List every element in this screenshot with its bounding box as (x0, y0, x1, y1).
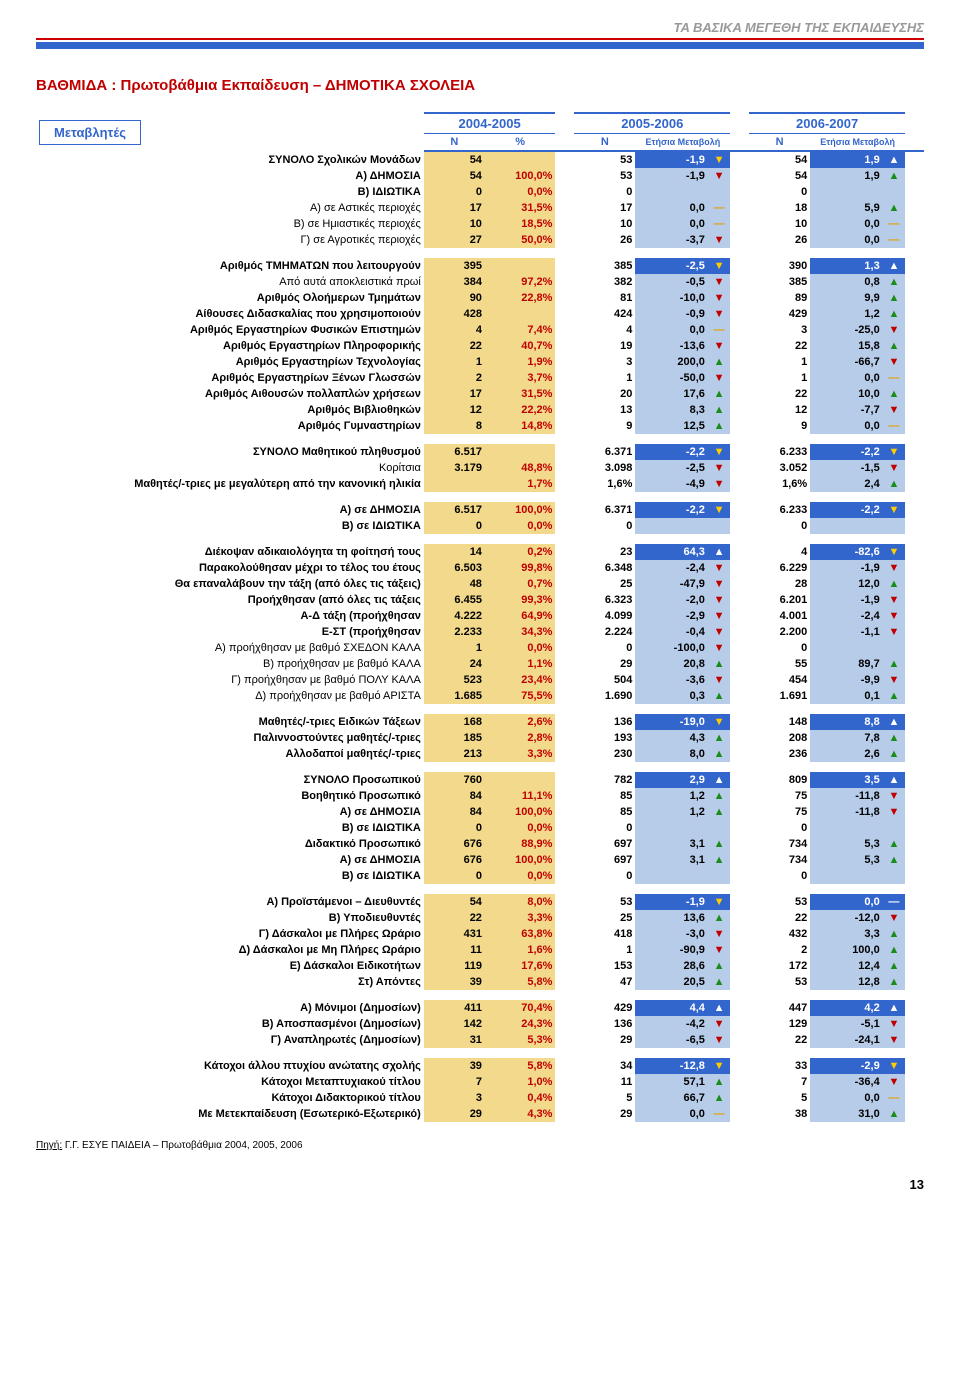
table-row: ΣΥΝΟΛΟ Μαθητικού πληθυσμού6.5176.371-2,2… (36, 444, 924, 460)
table-row: Με Μετεκπαίδευση (Εσωτερικό-Εξωτερικό)29… (36, 1106, 924, 1122)
table-row: Γ) Αναπληρωτές (Δημοσίων)315,3%29-6,522-… (36, 1032, 924, 1048)
table-row: Α) ΔΗΜΟΣΙΑ54100,0%53-1,9541,9 (36, 168, 924, 184)
table-row: Δ) προήχθησαν με βαθμό ΑΡΙΣΤΑ1.68575,5%1… (36, 688, 924, 704)
page-title: ΒΑΘΜΙΔΑ : Πρωτοβάθμια Εκπαίδευση – ΔΗΜΟΤ… (36, 77, 475, 94)
period-2: 2005-2006 (574, 112, 730, 134)
table-row: Β) σε ΙΔΙΩΤΙΚΑ00,0%00 (36, 868, 924, 884)
col-pct: % (485, 134, 556, 152)
table-row: Γ) προήχθησαν με βαθμό ΠΟΛΥ ΚΑΛΑ52323,4%… (36, 672, 924, 688)
table-row: Β) σε ΙΔΙΩΤΙΚΑ00,0%00 (36, 518, 924, 534)
table-row: Ε-ΣΤ (προήχθησαν2.23334,3%2.224-0,42.200… (36, 624, 924, 640)
table-row: ΣΥΝΟΛΟ Σχολικών Μονάδων5453-1,9541,9 (36, 152, 924, 168)
col-delta-2: Ετήσια Μεταβολή (635, 134, 730, 152)
table-row: Γ) Δάσκαλοι με Πλήρες Ωράριο43163,8%418-… (36, 926, 924, 942)
table-row: Αριθμός Εργαστηρίων Πληροφορικής2240,7%1… (36, 338, 924, 354)
table-row: Αλλοδαποί μαθητές/-τριες2133,3%2308,0236… (36, 746, 924, 762)
blue-bar (36, 42, 924, 49)
table-row: Β) σε Ημιαστικές περιοχές1018,5%100,0100… (36, 216, 924, 232)
table-row: Διέκοψαν αδικαιολόγητα τη φοίτησή τους14… (36, 544, 924, 560)
table-row: Κορίτσια3.17948,8%3.098-2,53.052-1,5 (36, 460, 924, 476)
table-row: Α) σε Αστικές περιοχές1731,5%170,0185,9 (36, 200, 924, 216)
table-row: Β) Αποσπασμένοι (Δημοσίων)14224,3%136-4,… (36, 1016, 924, 1032)
page-number: 13 (36, 1177, 924, 1192)
source-line: Πηγή: Γ.Γ. ΕΣΥΕ ΠΑΙΔΕΙΑ – Πρωτοβάθμια 20… (36, 1140, 924, 1151)
table-row: Α) Μόνιμοι (Δημοσίων)41170,4%4294,44474,… (36, 1000, 924, 1016)
table-row: Αριθμός Εργαστηρίων Φυσικών Επιστημών47,… (36, 322, 924, 338)
table-row: Μαθητές/-τριες Ειδικών Τάξεων1682,6%136-… (36, 714, 924, 730)
table-row: Προήχθησαν (από όλες τις τάξεις6.45599,3… (36, 592, 924, 608)
table-row: Α) προήχθησαν με βαθμό ΣΧΕΔΟΝ ΚΑΛΑ10,0%0… (36, 640, 924, 656)
table-row: Αριθμός Αιθουσών πολλαπλών χρήσεων1731,5… (36, 386, 924, 402)
table-row: Αριθμός Βιβλιοθηκών1222,2%138,312-7,7 (36, 402, 924, 418)
table-row: Α) σε ΔΗΜΟΣΙΑ676100,0%6973,17345,3 (36, 852, 924, 868)
col-n-2: Ν (574, 134, 635, 152)
table-row: Θα επαναλάβουν την τάξη (από όλες τις τά… (36, 576, 924, 592)
table-row: Παλιννοστούντες μαθητές/-τριες1852,8%193… (36, 730, 924, 746)
table-row: ΣΥΝΟΛΟ Προσωπικού7607822,98093,5 (36, 772, 924, 788)
table-row: Αριθμός Ολοήμερων Τμημάτων9022,8%81-10,0… (36, 290, 924, 306)
table-row: Αριθμός Εργαστηρίων Τεχνολογίας11,9%3200… (36, 354, 924, 370)
col-n-1: Ν (424, 134, 485, 152)
table-row: Κάτοχοι Μεταπτυχιακού τίτλου71,0%1157,17… (36, 1074, 924, 1090)
table-row: Α) Προϊστάμενοι – Διευθυντές548,0%53-1,9… (36, 894, 924, 910)
table-row: Αριθμός Γυμναστηρίων814,8%912,590,0 (36, 418, 924, 434)
table-row: Μαθητές/-τριες με μεγαλύτερη από την καν… (36, 476, 924, 492)
table-row: Γ) σε Αγροτικές περιοχές2750,0%26-3,7260… (36, 232, 924, 248)
table-row: Αριθμός Εργαστηρίων Ξένων Γλωσσών23,7%1-… (36, 370, 924, 386)
table-row: Α-Δ τάξη (προήχθησαν4.22264,9%4.099-2,94… (36, 608, 924, 624)
table-row: Διδακτικό Προσωπικό67688,9%6973,17345,3 (36, 836, 924, 852)
table-row: Α) σε ΔΗΜΟΣΙΑ6.517100,0%6.371-2,26.233-2… (36, 502, 924, 518)
period-1: 2004-2005 (424, 112, 556, 134)
table-row: Β) προήχθησαν με βαθμό ΚΑΛΑ241,1%2920,85… (36, 656, 924, 672)
legend-label: Μεταβλητές (39, 120, 141, 145)
table-row: Παρακολούθησαν μέχρι το τέλος του έτους6… (36, 560, 924, 576)
table-row: Αίθουσες Διδασκαλίας που χρησιμοποιούν42… (36, 306, 924, 322)
table-row: Δ) Δάσκαλοι με Μη Πλήρες Ωράριο111,6%1-9… (36, 942, 924, 958)
data-table: Μεταβλητές 2004-2005 2005-2006 2006-2007… (36, 112, 924, 1122)
table-row: Βοηθητικό Προσωπικό8411,1%851,275-11,8 (36, 788, 924, 804)
table-row: Ε) Δάσκαλοι Ειδικοτήτων11917,6%15328,617… (36, 958, 924, 974)
table-row: Β) Υποδιευθυντές223,3%2513,622-12,0 (36, 910, 924, 926)
col-n-3: Ν (749, 134, 810, 152)
table-row: Στ) Απόντες395,8%4720,55312,8 (36, 974, 924, 990)
table-row: Από αυτά αποκλειστικά πρωί38497,2%382-0,… (36, 274, 924, 290)
table-row: Αριθμός ΤΜΗΜΑΤΩΝ που λειτουργούν395385-2… (36, 258, 924, 274)
table-row: Κάτοχοι άλλου πτυχίου ανώτατης σχολής395… (36, 1058, 924, 1074)
table-row: Β) σε ΙΔΙΩΤΙΚΑ00,0%00 (36, 820, 924, 836)
table-row: Α) σε ΔΗΜΟΣΙΑ84100,0%851,275-11,8 (36, 804, 924, 820)
table-row: Κάτοχοι Διδακτορικού τίτλου30,4%566,750,… (36, 1090, 924, 1106)
col-delta-3: Ετήσια Μεταβολή (810, 134, 905, 152)
table-row: Β) ΙΔΙΩΤΙΚΑ00,0%00 (36, 184, 924, 200)
running-head: ΤΑ ΒΑΣΙΚΑ ΜΕΓΕΘΗ ΤΗΣ ΕΚΠΑΙΔΕΥΣΗΣ (36, 20, 924, 40)
period-3: 2006-2007 (749, 112, 905, 134)
